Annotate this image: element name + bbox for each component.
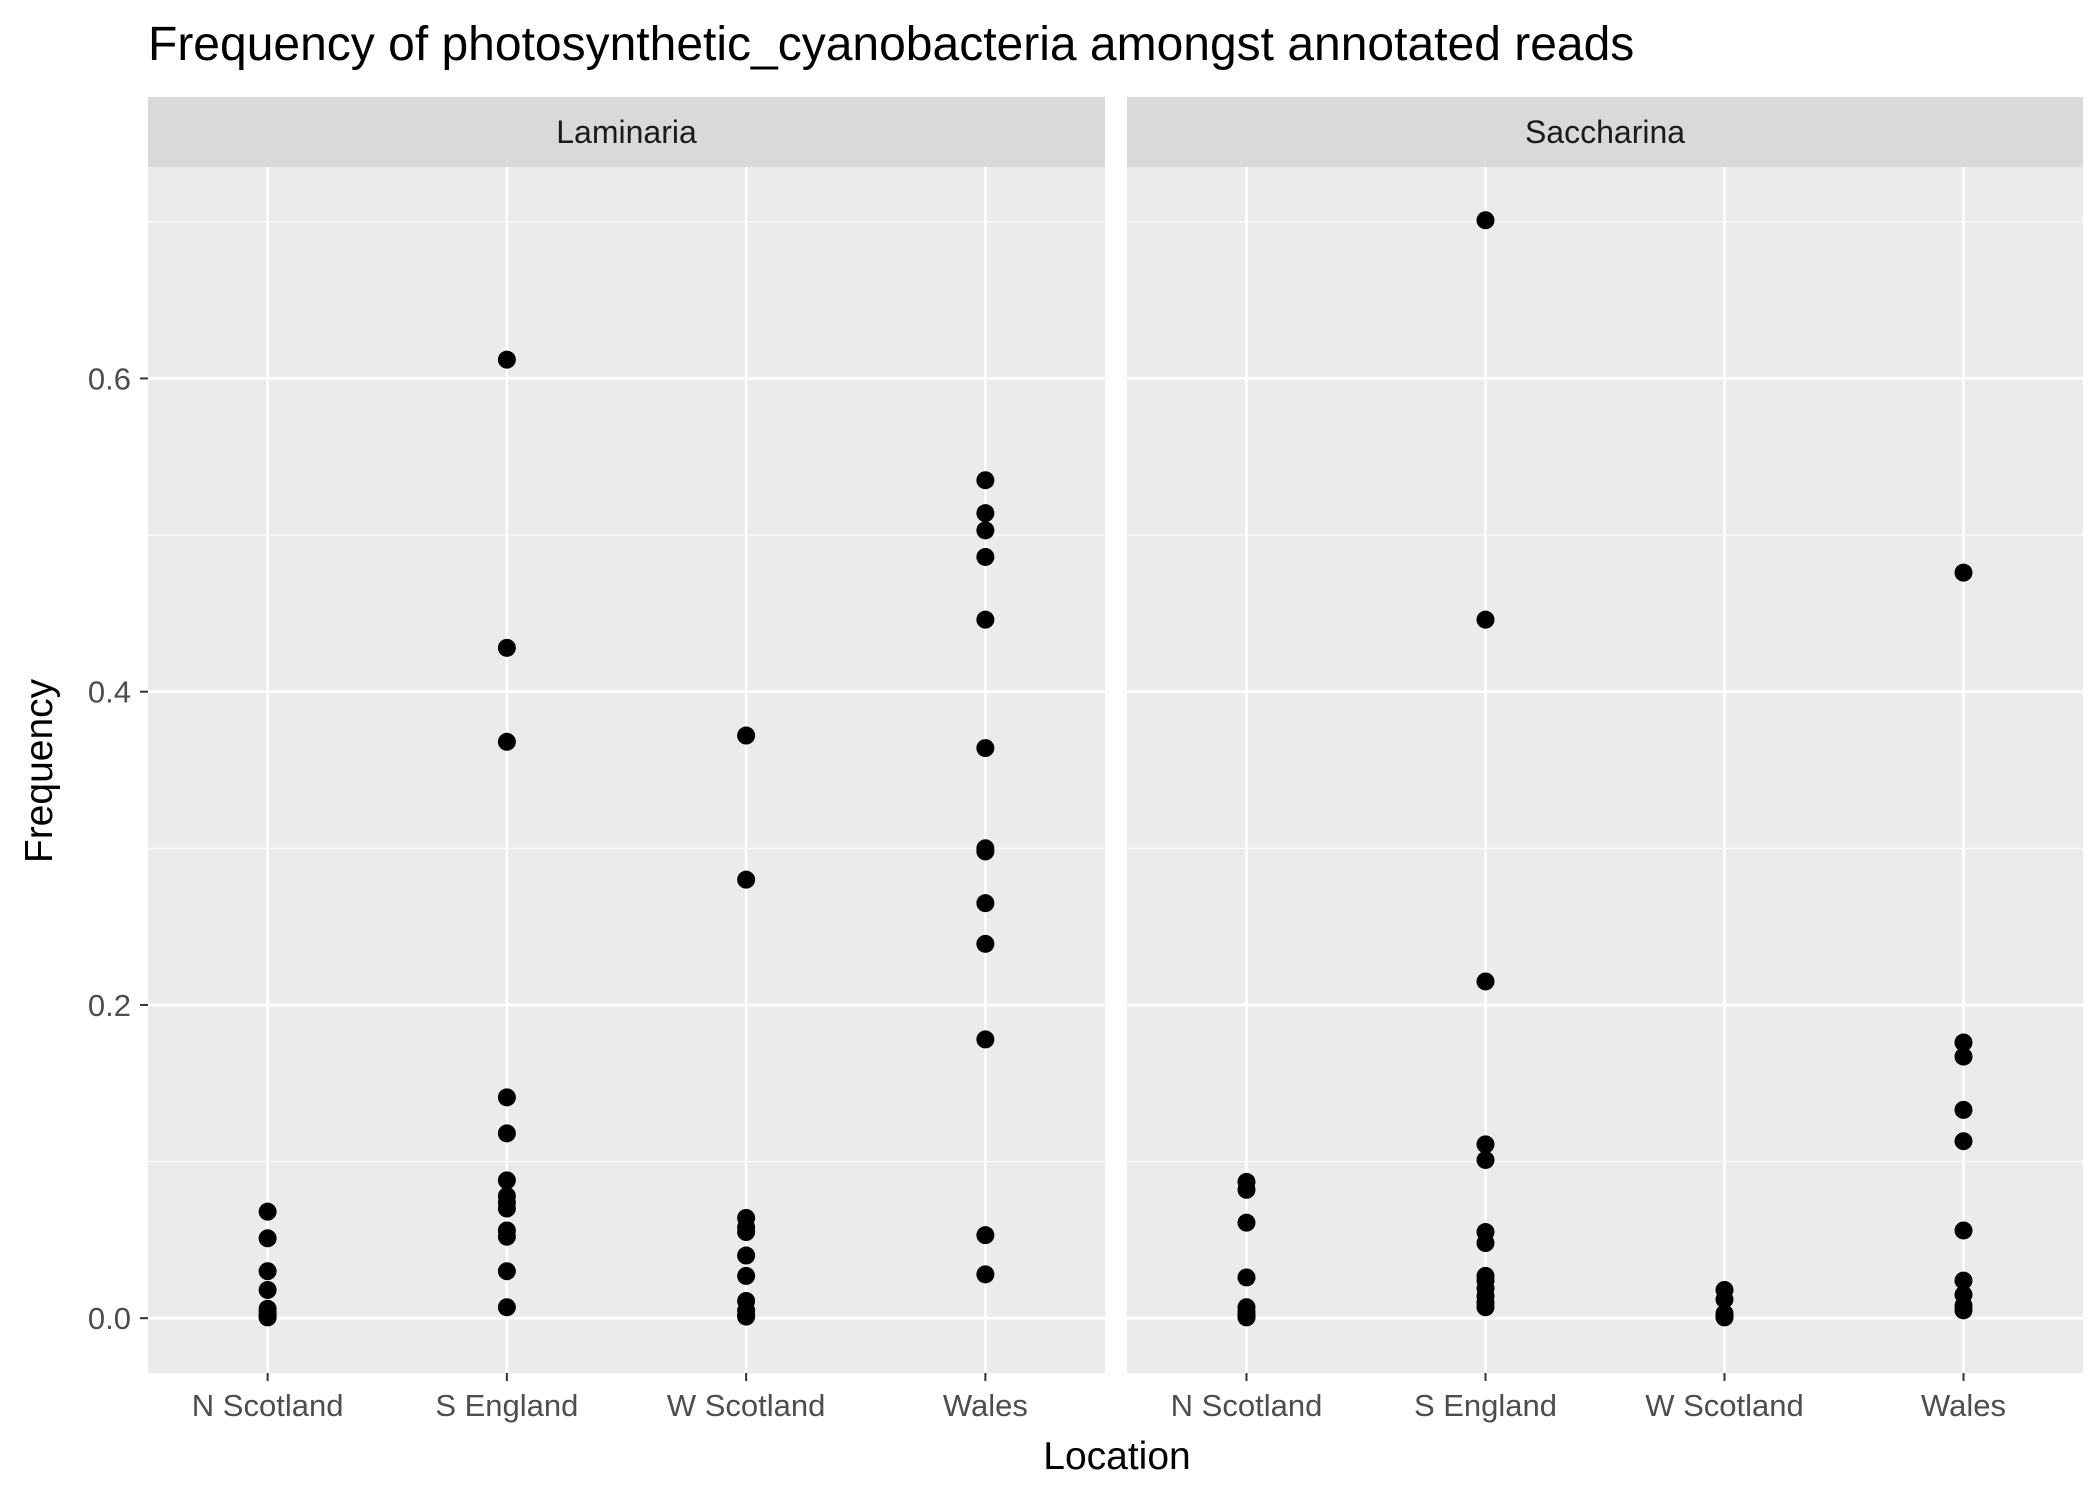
- data-point: [976, 842, 995, 861]
- facet-panel: Laminaria N Scotland S England W Scotland Wa…: [148, 97, 1105, 1423]
- data-point: [497, 1171, 516, 1190]
- y-tick-label: 0.4: [88, 675, 131, 710]
- data-point: [1954, 1301, 1973, 1320]
- data-point: [1954, 1271, 1973, 1290]
- data-point: [1954, 1221, 1973, 1240]
- facet-strip-label: Saccharina: [1525, 114, 1685, 150]
- y-tick-label: 0.0: [88, 1301, 131, 1336]
- y-axis-title: Frequency: [18, 678, 61, 863]
- data-point: [1715, 1290, 1734, 1309]
- data-point: [737, 726, 756, 745]
- x-axis-title: Location: [1043, 1435, 1190, 1478]
- data-point: [737, 1266, 756, 1285]
- data-point: [258, 1280, 277, 1299]
- data-point: [497, 1262, 516, 1281]
- data-point: [976, 739, 995, 758]
- data-point: [258, 1229, 277, 1248]
- data-point: [497, 1199, 516, 1218]
- data-point: [497, 638, 516, 657]
- data-point: [976, 471, 995, 490]
- x-tick-label: W Scotland: [667, 1388, 826, 1423]
- data-point: [1237, 1268, 1256, 1287]
- data-point: [1237, 1180, 1256, 1199]
- data-point: [497, 1227, 516, 1246]
- data-point: [1476, 1150, 1495, 1169]
- data-point: [1954, 1033, 1973, 1052]
- data-point: [976, 610, 995, 629]
- data-point: [737, 870, 756, 889]
- data-point: [1954, 1100, 1973, 1119]
- data-point: [1237, 1308, 1256, 1327]
- data-point: [976, 504, 995, 523]
- data-point: [976, 934, 995, 953]
- data-point: [497, 732, 516, 751]
- data-point: [1954, 1047, 1973, 1066]
- data-point: [1954, 1132, 1973, 1151]
- data-point: [1476, 1234, 1495, 1253]
- data-point: [497, 1088, 516, 1107]
- y-tick-label: 0.2: [88, 988, 131, 1023]
- data-point: [976, 1265, 995, 1284]
- x-tick-label: Wales: [943, 1388, 1028, 1423]
- data-point: [497, 1298, 516, 1317]
- data-point: [976, 1030, 995, 1049]
- x-tick-label: S England: [1414, 1388, 1557, 1423]
- data-point: [1476, 1298, 1495, 1317]
- data-point: [1476, 610, 1495, 629]
- data-point: [258, 1202, 277, 1221]
- x-tick-label: Wales: [1921, 1388, 2006, 1423]
- chart-title: Frequency of photosynthetic_cyanobacteri…: [148, 18, 1634, 71]
- data-point: [258, 1262, 277, 1281]
- data-point: [976, 1226, 995, 1245]
- data-point: [1476, 1135, 1495, 1154]
- data-point: [1954, 563, 1973, 582]
- y-axis: 0.0 0.2 0.4 0.6: [88, 361, 148, 1336]
- data-point: [1237, 1213, 1256, 1232]
- panel-background: [1127, 167, 2083, 1373]
- data-point: [1476, 211, 1495, 230]
- x-tick-label: N Scotland: [1171, 1388, 1323, 1423]
- data-point: [737, 1307, 756, 1326]
- x-tick-label: N Scotland: [192, 1388, 344, 1423]
- data-point: [258, 1308, 277, 1327]
- data-point: [976, 894, 995, 913]
- y-tick-label: 0.6: [88, 361, 131, 396]
- x-tick-label: S England: [435, 1388, 578, 1423]
- data-point: [737, 1246, 756, 1265]
- data-point: [737, 1223, 756, 1242]
- facet-strip: [1127, 97, 2083, 167]
- data-point: [1476, 972, 1495, 991]
- panel-background: [148, 167, 1105, 1373]
- data-point: [976, 521, 995, 540]
- facet-panel: Saccharina N Scotland S England W Scotland W…: [1127, 97, 2083, 1423]
- data-point: [976, 547, 995, 566]
- data-point: [497, 1124, 516, 1143]
- x-tick-label: W Scotland: [1645, 1388, 1804, 1423]
- data-point: [497, 350, 516, 369]
- data-point: [1715, 1308, 1734, 1327]
- facet-strip: [148, 97, 1105, 167]
- facet-panels: Laminaria N Scotland S England W Scotland Wa…: [148, 97, 2083, 1423]
- facet-strip-label: Laminaria: [556, 114, 697, 150]
